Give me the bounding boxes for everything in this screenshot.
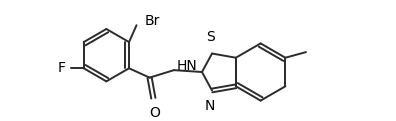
Text: O: O: [149, 106, 160, 120]
Text: N: N: [205, 99, 215, 113]
Text: HN: HN: [177, 59, 198, 73]
Text: Br: Br: [145, 14, 160, 28]
Text: S: S: [206, 30, 215, 44]
Text: F: F: [58, 61, 66, 75]
